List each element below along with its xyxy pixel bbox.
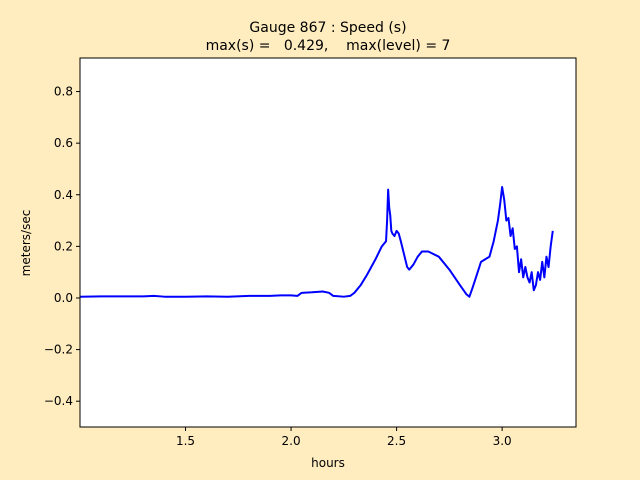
series-line (79, 186, 554, 298)
plot-area (80, 58, 576, 427)
y-axis-label: meters/sec (19, 210, 33, 277)
y-tick-label: 0.4 (54, 188, 73, 202)
x-tick-label: 2.0 (282, 434, 301, 448)
y-tick-label: −0.4 (44, 394, 73, 408)
y-tick-label: 0.2 (54, 239, 73, 253)
x-axis-label: hours (311, 456, 345, 470)
y-axis-ticks: −0.4 −0.2 0.0 0.2 0.4 0.6 0.8 (44, 85, 80, 408)
x-tick-label: 3.0 (493, 434, 512, 448)
y-tick-label: 0.0 (54, 291, 73, 305)
y-tick-label: −0.2 (44, 343, 73, 357)
chart-title-line1: Gauge 867 : Speed (s) (249, 20, 406, 36)
y-tick-label: 0.6 (54, 136, 73, 150)
x-tick-label: 1.5 (176, 434, 195, 448)
chart-title-line2: max(s) = 0.429, max(level) = 7 (206, 38, 451, 54)
x-tick-label: 2.5 (387, 434, 406, 448)
y-tick-label: 0.8 (54, 85, 73, 99)
plot-frame (79, 57, 577, 428)
x-axis-ticks: 1.5 2.0 2.5 3.0 (176, 427, 512, 448)
